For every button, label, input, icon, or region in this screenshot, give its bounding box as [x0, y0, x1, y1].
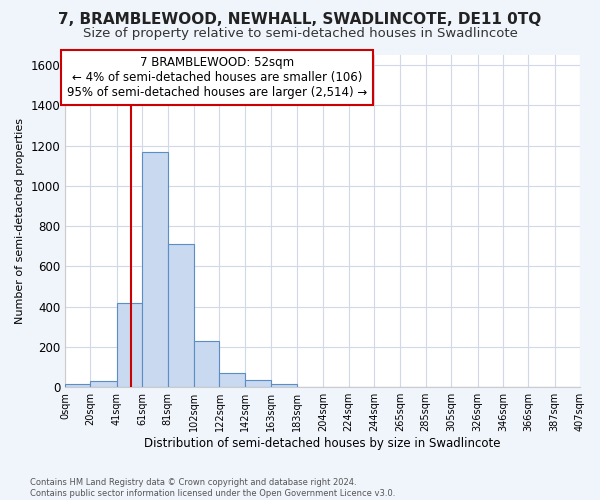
Bar: [245, 380, 271, 387]
Bar: [91, 381, 117, 387]
Y-axis label: Number of semi-detached properties: Number of semi-detached properties: [15, 118, 25, 324]
Bar: [271, 384, 296, 387]
Bar: [65, 384, 91, 387]
Bar: [194, 341, 220, 387]
Bar: [117, 302, 142, 387]
Bar: [142, 152, 167, 387]
X-axis label: Distribution of semi-detached houses by size in Swadlincote: Distribution of semi-detached houses by …: [145, 437, 501, 450]
Bar: [167, 244, 194, 387]
Text: 7 BRAMBLEWOOD: 52sqm
← 4% of semi-detached houses are smaller (106)
95% of semi-: 7 BRAMBLEWOOD: 52sqm ← 4% of semi-detach…: [67, 56, 367, 98]
Bar: [220, 373, 245, 387]
Text: Size of property relative to semi-detached houses in Swadlincote: Size of property relative to semi-detach…: [83, 28, 517, 40]
Text: Contains HM Land Registry data © Crown copyright and database right 2024.
Contai: Contains HM Land Registry data © Crown c…: [30, 478, 395, 498]
Text: 7, BRAMBLEWOOD, NEWHALL, SWADLINCOTE, DE11 0TQ: 7, BRAMBLEWOOD, NEWHALL, SWADLINCOTE, DE…: [58, 12, 542, 28]
